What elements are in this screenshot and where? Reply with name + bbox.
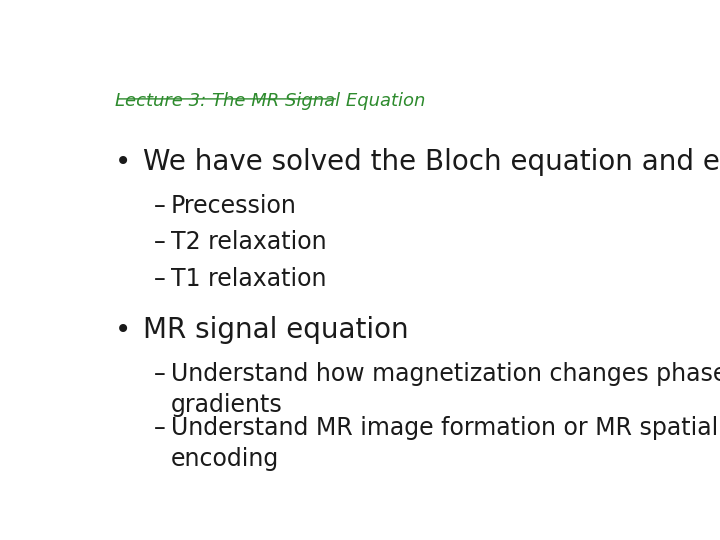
Text: We have solved the Bloch equation and examined: We have solved the Bloch equation and ex… [143, 148, 720, 176]
Text: –: – [154, 416, 166, 440]
Text: –: – [154, 362, 166, 386]
Text: T1 relaxation: T1 relaxation [171, 267, 326, 291]
Text: Precession: Precession [171, 194, 297, 218]
Text: T2 relaxation: T2 relaxation [171, 230, 327, 254]
Text: Lecture 3: The MR Signal Equation: Lecture 3: The MR Signal Equation [115, 92, 426, 110]
Text: •: • [115, 316, 131, 344]
Text: •: • [115, 148, 131, 176]
Text: Understand MR image formation or MR spatial
encoding: Understand MR image formation or MR spat… [171, 416, 718, 471]
Text: –: – [154, 194, 166, 218]
Text: –: – [154, 230, 166, 254]
Text: MR signal equation: MR signal equation [143, 316, 409, 344]
Text: –: – [154, 267, 166, 291]
Text: Understand how magnetization changes phase due to
gradients: Understand how magnetization changes pha… [171, 362, 720, 417]
